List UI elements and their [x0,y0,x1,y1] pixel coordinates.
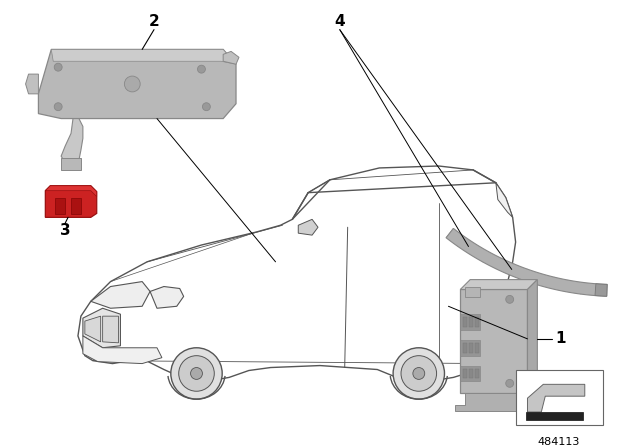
Polygon shape [475,343,479,353]
Polygon shape [460,314,480,330]
Circle shape [401,356,436,391]
Circle shape [198,65,205,73]
Polygon shape [527,280,538,393]
Polygon shape [85,316,100,342]
Polygon shape [298,220,318,235]
Polygon shape [55,198,65,215]
Polygon shape [463,317,467,327]
Polygon shape [469,343,473,353]
Circle shape [54,63,62,71]
Polygon shape [61,158,81,170]
Text: 484113: 484113 [538,437,580,447]
Polygon shape [475,317,479,327]
Polygon shape [61,119,83,166]
Polygon shape [78,166,516,381]
Polygon shape [496,183,513,217]
Polygon shape [223,52,239,64]
Polygon shape [525,412,583,420]
Circle shape [191,367,202,379]
Polygon shape [527,384,585,412]
Circle shape [124,76,140,92]
Polygon shape [71,198,81,215]
Text: 3: 3 [60,223,70,238]
Circle shape [54,103,62,111]
Circle shape [413,367,425,379]
Circle shape [506,379,514,387]
Polygon shape [83,336,162,364]
Circle shape [179,356,214,391]
Polygon shape [45,186,97,197]
Circle shape [202,103,211,111]
Polygon shape [91,282,150,308]
Circle shape [506,295,514,303]
Polygon shape [26,74,38,94]
Polygon shape [475,369,479,379]
Polygon shape [446,228,607,296]
Polygon shape [455,393,532,411]
Circle shape [171,348,222,399]
Polygon shape [150,287,184,308]
Circle shape [393,348,445,399]
Polygon shape [465,287,480,297]
Polygon shape [595,284,607,296]
Polygon shape [460,340,480,356]
Polygon shape [463,369,467,379]
Polygon shape [460,366,480,381]
Polygon shape [460,289,527,393]
Polygon shape [45,186,97,217]
Polygon shape [469,369,473,379]
Bar [516,370,603,425]
Polygon shape [490,282,508,334]
Text: 4: 4 [335,14,345,29]
Polygon shape [460,280,538,289]
Polygon shape [83,308,120,348]
Polygon shape [463,343,467,353]
Polygon shape [102,316,118,343]
Polygon shape [469,317,473,327]
Polygon shape [51,49,236,64]
Polygon shape [38,49,236,119]
Text: 2: 2 [148,14,159,29]
Text: 1: 1 [555,332,566,346]
